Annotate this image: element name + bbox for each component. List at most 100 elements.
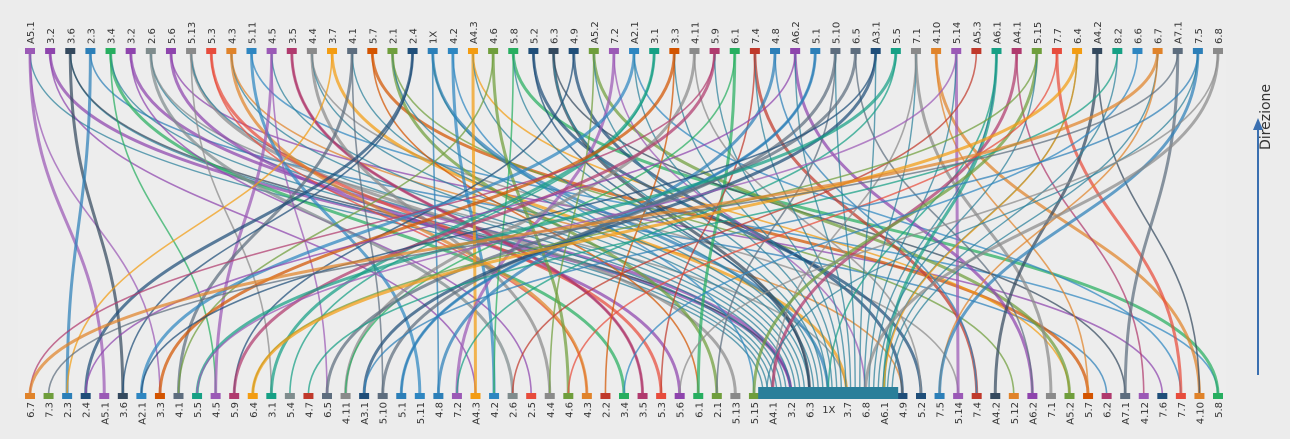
top-node-label: 4.9: [570, 28, 581, 44]
top-node-bar: [1051, 48, 1062, 54]
top-node-bar: [850, 48, 861, 54]
top-node-label: 4.11: [690, 22, 701, 44]
bottom-node-label: A4.1: [769, 402, 780, 425]
top-node-bar: [790, 48, 801, 54]
flow-line: [196, 51, 958, 396]
bottom-node-label: 5.2: [917, 402, 928, 418]
flow-line: [109, 51, 217, 396]
flow-lines: [28, 51, 1220, 396]
flow-line: [363, 51, 1199, 396]
bottom-node-bar: [340, 393, 351, 399]
bottom-node-label: 7.2: [453, 402, 464, 418]
top-node-label: A4.3: [469, 21, 480, 44]
top-node-bar: [145, 48, 156, 54]
top-node-bar: [729, 48, 740, 54]
top-node-bar: [327, 48, 338, 54]
bottom-node-label: 7.5: [936, 402, 947, 418]
flow-line: [678, 51, 1219, 396]
flow-line: [455, 51, 616, 396]
top-node-bar: [951, 48, 962, 54]
top-node-bar: [568, 48, 579, 54]
top-node-label: A6.2: [791, 21, 802, 44]
bottom-node-label: 3.7: [843, 402, 854, 418]
bottom-node-bar: [322, 393, 332, 399]
flow-line: [122, 51, 414, 396]
top-node-bar: [749, 48, 760, 54]
top-node-label: A6.1: [993, 21, 1004, 44]
bottom-node-label: 4.8: [434, 402, 445, 418]
top-node-label: 6.5: [852, 28, 863, 44]
top-node-bar: [1132, 48, 1143, 54]
flow-line: [190, 51, 273, 396]
bottom-node-label: 7.1: [1047, 402, 1058, 418]
bottom-node-bar: [136, 393, 147, 399]
bottom-node-label: 5.10: [379, 402, 390, 424]
bottom-node-label: A7.1: [1121, 402, 1132, 425]
top-node-bar: [447, 48, 458, 54]
flow-line: [311, 51, 959, 396]
flow-line: [660, 51, 756, 396]
top-node-bar: [649, 48, 660, 54]
bottom-node-bar: [897, 393, 908, 399]
top-node-bar: [709, 48, 720, 54]
flow-line: [613, 51, 867, 396]
bottom-node-label: 6.8: [861, 402, 872, 418]
bottom-node-bar: [1083, 393, 1094, 399]
top-node-label: 6.4: [1073, 28, 1084, 44]
bottom-node-label: A5.1: [100, 402, 111, 425]
flow-line: [251, 51, 1079, 396]
bottom-node-label: A5.2: [1066, 402, 1077, 425]
flow-line: [891, 51, 1159, 396]
bottom-node-bar: [1120, 393, 1131, 399]
flow-line: [793, 51, 1034, 396]
bottom-node-label: 6.3: [806, 402, 817, 418]
bottom-node-label: 2.4: [82, 402, 93, 418]
top-node-bar: [608, 48, 619, 54]
bottom-node-bar: [1175, 393, 1186, 399]
top-node-label: 4.6: [489, 28, 500, 44]
top-node-bar: [770, 48, 781, 54]
top-node-bar: [105, 48, 116, 54]
bottom-node-label: 4.2: [490, 402, 501, 418]
top-node-bar: [830, 48, 841, 54]
top-node-bar: [870, 48, 881, 54]
top-node-label: 5.9: [711, 28, 722, 44]
flow-line: [753, 51, 979, 396]
flow-line: [169, 51, 682, 396]
flow-line: [456, 51, 897, 396]
flow-line: [935, 51, 1089, 396]
flow-line: [269, 51, 656, 396]
bottom-node-label: 3.3: [156, 402, 167, 418]
flow-line: [886, 51, 1119, 396]
bottom-node-bar: [80, 393, 91, 399]
bottom-node-bar: [674, 393, 685, 399]
flow-line: [765, 51, 1199, 396]
top-node-label: 7.1: [912, 28, 923, 44]
bottom-node-label: 4.5: [212, 402, 223, 418]
bottom-node-label: 2.1: [713, 402, 724, 418]
bottom-node-label: 1X: [822, 405, 835, 416]
flow-line: [344, 51, 736, 396]
bottom-node-label: 4.6: [564, 402, 575, 418]
top-node-bar: [246, 48, 257, 54]
top-node-label: A5.2: [590, 21, 601, 44]
top-node-bar: [125, 48, 136, 54]
bottom-node-bar: [507, 393, 518, 399]
bottom-node-label: A4.2: [991, 402, 1002, 425]
bottom-node-label: 5.8: [1214, 402, 1225, 418]
top-node-label: A2.1: [630, 21, 641, 44]
bottom-node-label: A6.2: [1028, 402, 1039, 425]
top-node-label: 7.2: [610, 28, 621, 44]
bottom-node-bar: [656, 393, 667, 399]
flow-line: [623, 51, 1139, 396]
top-node-bar: [890, 48, 901, 54]
bottom-node-label: 4.4: [546, 402, 557, 418]
top-node-label: 4.3: [227, 28, 238, 44]
flow-line: [431, 51, 440, 396]
top-node-label: 5.14: [952, 22, 963, 44]
top-node-label: 6.3: [550, 28, 561, 44]
bottom-node-label: 4.1: [175, 402, 186, 418]
bottom-node-bar: [934, 393, 945, 399]
bottom-node-bar: [470, 393, 481, 399]
top-node-label: 5.15: [1033, 22, 1044, 44]
